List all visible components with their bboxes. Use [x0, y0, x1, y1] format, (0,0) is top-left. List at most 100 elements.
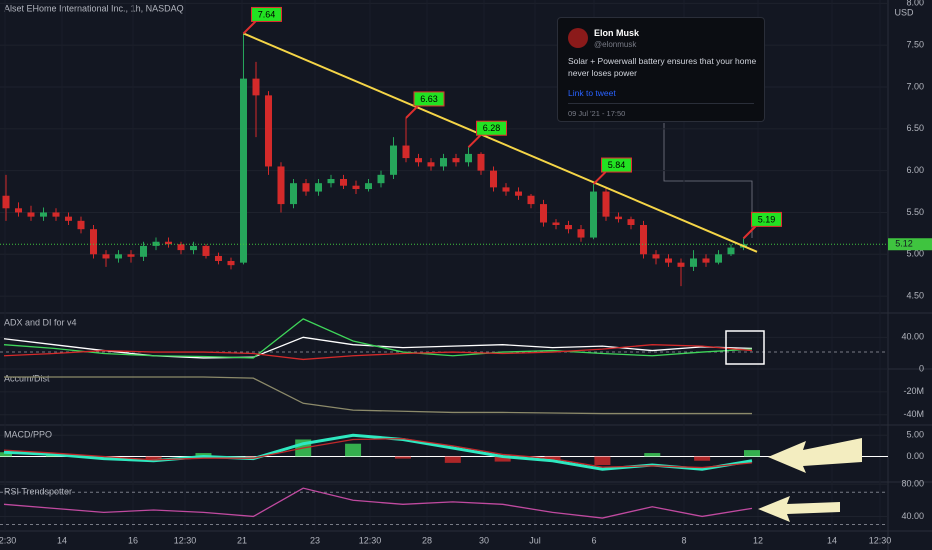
y-axis-label: USD — [894, 7, 914, 17]
candle-body — [27, 212, 35, 217]
histogram-bar — [394, 456, 411, 459]
tweet-handle: @elonmusk — [594, 40, 637, 49]
tweet-link[interactable]: Link to tweet — [568, 88, 616, 98]
histogram-bar — [345, 443, 362, 457]
candle-body — [540, 204, 547, 223]
candle-body — [40, 212, 47, 217]
histogram-bar — [444, 456, 461, 463]
candle-body — [552, 222, 560, 226]
arrow — [758, 496, 840, 522]
candle-body — [377, 174, 385, 184]
candle-body — [527, 195, 535, 205]
annotation-box — [251, 6, 282, 22]
candle-body — [365, 183, 372, 190]
annotation-pointer — [592, 171, 607, 185]
x-tick-label: 12:30 — [174, 535, 197, 545]
y-tick-label: 0.00 — [906, 451, 924, 461]
annotation-pointer — [405, 105, 419, 119]
x-tick-label: 12:30 — [0, 535, 16, 545]
candle-body — [140, 245, 147, 257]
histogram-bar — [644, 453, 661, 457]
pane-title: ADX and DI for v4 — [4, 317, 77, 327]
x-tick-label: 28 — [422, 535, 432, 545]
y-tick-label: 40.00 — [901, 511, 924, 521]
annotation-label: 6.28 — [483, 123, 501, 133]
highlight-box — [725, 330, 765, 365]
arrow — [768, 438, 862, 473]
x-tick-label: 8 — [681, 535, 686, 545]
histogram-bar — [145, 456, 162, 460]
candle-body — [90, 229, 97, 255]
y-tick-label: 0 — [919, 363, 924, 373]
y-tick-label: 6.00 — [906, 165, 924, 175]
candle-body — [502, 187, 510, 192]
candle-body — [427, 162, 435, 167]
annotation-box — [601, 157, 632, 173]
trendline — [243, 32, 758, 253]
y-tick-label: 40.00 — [901, 332, 924, 342]
tweet-card: Elon Musk @elonmusk Solar + Powerwall ba… — [557, 17, 765, 122]
annotation-label: 5.19 — [758, 214, 776, 224]
candle-body — [577, 229, 585, 238]
y-tick-label: 6.50 — [906, 123, 924, 133]
candle-body — [652, 254, 660, 259]
annotation-pointer — [467, 134, 482, 148]
x-tick-label: 6 — [591, 535, 596, 545]
candle-body — [415, 158, 422, 163]
candle-body — [277, 166, 285, 205]
candle-body — [490, 170, 497, 188]
candle-body — [115, 254, 122, 259]
y-tick-label: 80.00 — [901, 478, 924, 488]
candle-body — [565, 225, 572, 230]
annotation-label: 6.63 — [420, 94, 438, 104]
x-tick-label: 12 — [753, 535, 763, 545]
candle-body — [402, 145, 410, 159]
candle-body — [465, 153, 472, 163]
y-tick-label: -40M — [903, 409, 924, 419]
candle-body — [702, 258, 710, 263]
tweet-connector — [663, 123, 753, 238]
x-tick-label: 12:30 — [359, 535, 382, 545]
tweet-date: 09 Jul '21 - 17:50 — [568, 109, 626, 118]
y-tick-label: 8.00 — [906, 0, 924, 8]
avatar — [568, 28, 588, 48]
histogram-bar — [195, 453, 212, 457]
candle-body — [202, 245, 210, 256]
x-tick-label: 23 — [310, 535, 320, 545]
y-tick-label: 5.00 — [906, 430, 924, 440]
indicator-line — [3, 437, 753, 469]
annotation-box — [751, 211, 782, 227]
candle-body — [477, 153, 485, 171]
candle-body — [265, 95, 272, 167]
candle-body — [190, 245, 197, 251]
tweet-text: Solar + Powerwall battery ensures that y… — [568, 56, 757, 78]
candle-body — [315, 183, 322, 192]
candle-body — [590, 191, 597, 238]
x-tick-label: 12:30 — [869, 535, 892, 545]
candle-body — [2, 195, 10, 209]
candle-body — [252, 78, 260, 96]
candle-body — [340, 179, 347, 186]
x-tick-label: 14 — [57, 535, 67, 545]
candle-body — [727, 247, 735, 255]
candle-body — [615, 216, 622, 220]
candle-body — [602, 191, 610, 217]
pane-title: RSI Trendspotter — [4, 486, 72, 496]
candle-body — [165, 241, 172, 245]
candle-body — [640, 225, 647, 255]
candle-body — [102, 254, 110, 259]
candle-body — [215, 255, 222, 261]
x-tick-label: 30 — [479, 535, 489, 545]
indicator-line — [3, 487, 753, 519]
divider — [568, 103, 754, 104]
candle-body — [177, 244, 185, 251]
candle-body — [77, 220, 85, 230]
candle-body — [227, 260, 235, 266]
histogram-bar — [744, 450, 760, 457]
indicator-line — [3, 318, 753, 359]
histogram-bar — [494, 456, 511, 462]
annotation-box — [413, 91, 445, 107]
candle-body — [290, 183, 297, 205]
